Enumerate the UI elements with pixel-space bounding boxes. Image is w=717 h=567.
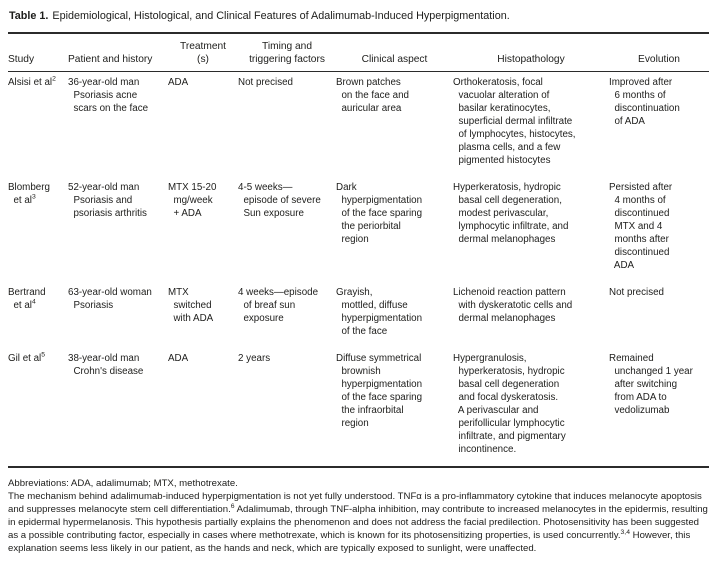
cell-study: Gil et al5	[8, 351, 45, 364]
abbreviations-note: Abbreviations: ADA, adalimumab; MTX, met…	[8, 478, 238, 489]
cell-evolution: Persisted after 4 months of discontinued…	[609, 182, 673, 271]
cell-patient-history: 52-year-old man Psoriasis and psoriasis …	[68, 182, 147, 219]
table-row-bertrand: Bertrand et al4 63-year-old woman Psoria…	[8, 282, 709, 348]
cell-timing: 2 years	[238, 353, 271, 364]
column-header-clinical-aspect: Clinical aspect	[336, 33, 453, 72]
cell-study: Alsisi et al2	[8, 75, 56, 88]
cell-clinical-aspect: Diffuse symmetrical brownish hyperpigmen…	[336, 353, 423, 429]
cell-treatment: MTX 15-20 mg/week + ADA	[168, 182, 217, 219]
cell-evolution: Remained unchanged 1 year after switchin…	[609, 353, 693, 416]
cell-evolution: Not precised	[609, 287, 664, 298]
cell-histopathology: Hypergranulosis, hyperkeratosis, hydropi…	[453, 353, 566, 455]
cell-clinical-aspect: Dark hyperpigmentation of the face spari…	[336, 182, 423, 245]
cell-timing: 4 weeks—episode of breaf sun exposure	[238, 287, 319, 324]
cell-histopathology: Orthokeratosis, focal vacuolar alteratio…	[453, 77, 576, 166]
column-header-timing-triggering: Timing and triggering factors	[238, 33, 336, 72]
cell-study: Bertrand et al4	[8, 287, 46, 311]
table-body: Alsisi et al2 36-year-old man Psoriasis …	[8, 72, 709, 468]
mechanism-note: The mechanism behind adalimumab-induced …	[8, 491, 708, 554]
column-header-treatment: Treatment (s)	[168, 33, 238, 72]
cell-clinical-aspect: Grayish, mottled, diffuse hyperpigmentat…	[336, 287, 423, 337]
header-row: Study Patient and history Treatment (s) …	[8, 33, 709, 72]
cell-histopathology: Lichenoid reaction pattern with dyskerat…	[453, 287, 573, 324]
cell-timing: Not precised	[238, 77, 293, 88]
table-title-label: Table 1.	[9, 10, 49, 22]
table-header: Study Patient and history Treatment (s) …	[8, 33, 709, 72]
cell-treatment: MTX switched with ADA	[168, 287, 214, 324]
cell-patient-history: 38-year-old man Crohn's disease	[68, 353, 144, 377]
paper-page: Table 1. Epidemiological, Histological, a…	[8, 10, 709, 555]
table-title-text: Epidemiological, Histological, and Clini…	[52, 10, 510, 22]
cell-patient-history: 63-year-old woman Psoriasis	[68, 287, 152, 311]
table-title: Table 1. Epidemiological, Histological, a…	[9, 10, 709, 23]
cell-histopathology: Hyperkeratosis, hydropic basal cell dege…	[453, 182, 569, 245]
table-row-gil: Gil et al5 38-year-old man Crohn's disea…	[8, 348, 709, 467]
column-header-histopathology: Histopathology	[453, 33, 609, 72]
features-table: Study Patient and history Treatment (s) …	[8, 32, 709, 468]
cell-treatment: ADA	[168, 353, 189, 364]
cell-study: Blomberg et al3	[8, 182, 50, 206]
table-footnotes: Abbreviations: ADA, adalimumab; MTX, met…	[8, 477, 709, 555]
column-header-study: Study	[8, 33, 68, 72]
table-row-blomberg: Blomberg et al3 52-year-old man Psoriasi…	[8, 177, 709, 282]
cell-evolution: Improved after 6 months of discontinuati…	[609, 77, 680, 127]
cell-patient-history: 36-year-old man Psoriasis acne scars on …	[68, 77, 149, 114]
cell-clinical-aspect: Brown patches on the face and auricular …	[336, 77, 409, 114]
table-row-alsisi: Alsisi et al2 36-year-old man Psoriasis …	[8, 72, 709, 178]
cell-treatment: ADA	[168, 77, 189, 88]
cell-timing: 4-5 weeks— episode of severe Sun exposur…	[238, 182, 321, 219]
column-header-patient-history: Patient and history	[68, 33, 168, 72]
column-header-evolution: Evolution	[609, 33, 709, 72]
